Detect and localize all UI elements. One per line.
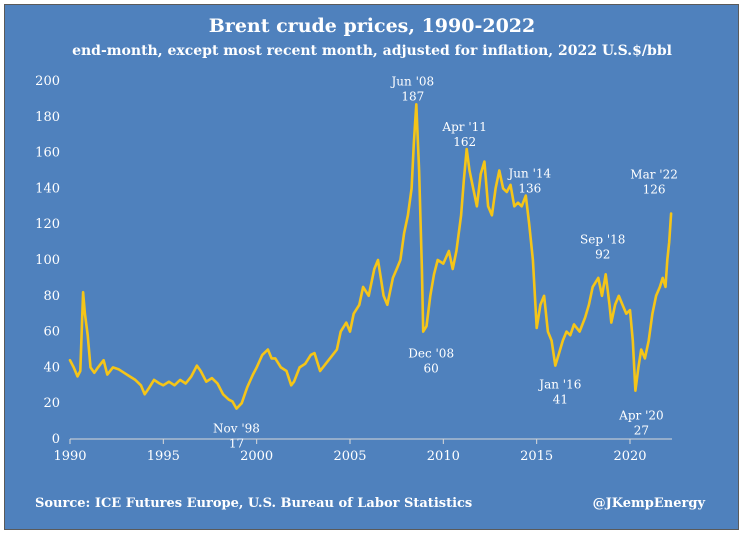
annotation-label: Jun '14 bbox=[507, 167, 552, 181]
annotation-label: Sep '18 bbox=[580, 232, 625, 246]
x-axis-ticks: 1990 1995 2000 2005 2010 2015 2020 bbox=[53, 439, 647, 464]
annotation-value: 17 bbox=[229, 437, 244, 451]
annotation-value: 92 bbox=[595, 247, 610, 261]
annotation-value: 60 bbox=[424, 362, 439, 376]
y-axis-ticks: 0 20 40 60 80 100 120 140 160 180 200 bbox=[35, 74, 60, 447]
y-tick-label: 80 bbox=[43, 289, 60, 304]
annotation-label: Mar '22 bbox=[630, 167, 678, 181]
annotation-value: 27 bbox=[634, 424, 649, 438]
y-tick-label: 20 bbox=[43, 396, 60, 411]
chart-title: Brent crude prices, 1990-2022 bbox=[209, 15, 536, 37]
annotation-label: Dec '08 bbox=[408, 347, 454, 361]
y-tick-label: 60 bbox=[43, 325, 60, 340]
x-tick-label: 2015 bbox=[520, 449, 553, 464]
annotation-value: 162 bbox=[453, 135, 476, 149]
y-tick-label: 200 bbox=[35, 74, 60, 89]
series-group bbox=[68, 103, 673, 410]
annotation-label: Jan '16 bbox=[537, 378, 581, 392]
chart-frame: Brent crude prices, 1990-2022 end-month,… bbox=[4, 4, 739, 530]
x-tick-label: 2010 bbox=[427, 449, 460, 464]
annotation-value: 126 bbox=[643, 182, 666, 196]
annotation-label: Apr '20 bbox=[618, 409, 663, 423]
y-tick-label: 180 bbox=[35, 110, 60, 125]
x-tick-label: 2020 bbox=[613, 449, 646, 464]
y-tick-label: 0 bbox=[52, 432, 60, 447]
x-tick-label: 1995 bbox=[147, 449, 180, 464]
annotation-label: Apr '11 bbox=[441, 120, 486, 134]
chart-svg: Brent crude prices, 1990-2022 end-month,… bbox=[35, 15, 706, 511]
annotation-label: Nov '98 bbox=[213, 422, 260, 436]
y-tick-label: 40 bbox=[43, 360, 60, 375]
y-tick-label: 140 bbox=[35, 181, 60, 196]
source-text: Source: ICE Futures Europe, U.S. Bureau … bbox=[35, 496, 472, 511]
x-tick-label: 2000 bbox=[240, 449, 273, 464]
annotation-value: 187 bbox=[401, 89, 424, 103]
y-tick-label: 160 bbox=[35, 146, 60, 161]
y-tick-label: 100 bbox=[35, 253, 60, 268]
annotation-value: 136 bbox=[518, 182, 541, 196]
price-series-line bbox=[68, 103, 673, 410]
x-tick-label: 2005 bbox=[333, 449, 366, 464]
annotation-value: 41 bbox=[553, 393, 568, 407]
x-tick-label: 1990 bbox=[53, 449, 86, 464]
y-tick-label: 120 bbox=[35, 217, 60, 232]
annotation-label: Jun '08 bbox=[390, 74, 435, 88]
chart-subtitle: end-month, except most recent month, adj… bbox=[72, 43, 672, 59]
author-handle: @JKempEnergy bbox=[593, 496, 706, 511]
